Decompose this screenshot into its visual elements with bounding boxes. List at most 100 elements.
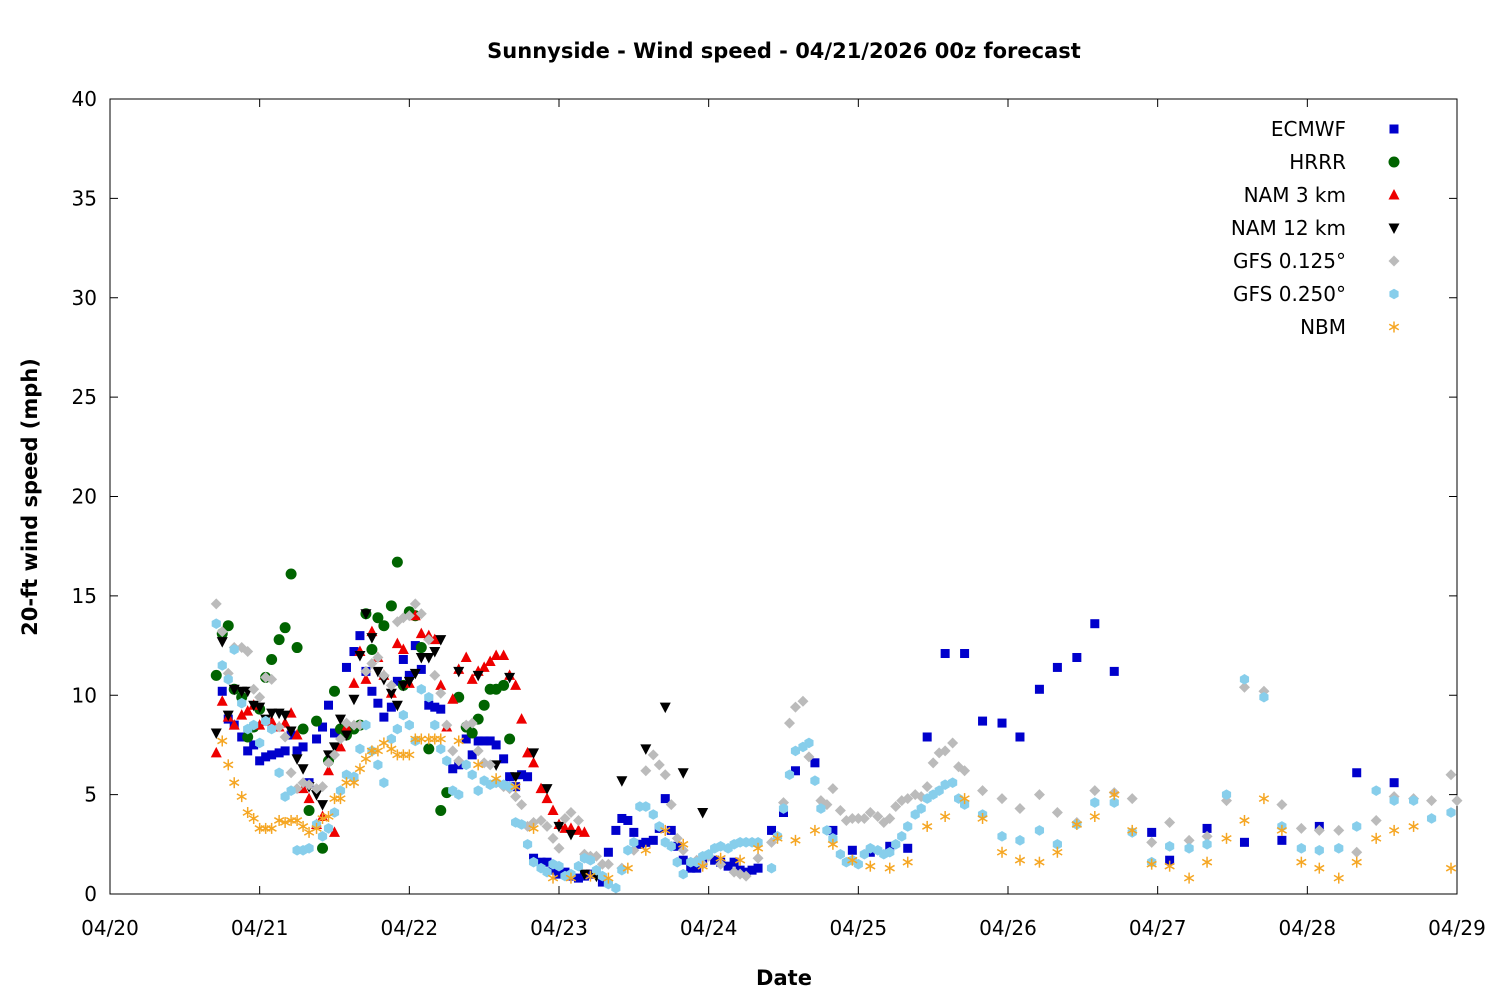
data-point	[409, 668, 421, 680]
data-point	[498, 649, 510, 660]
data-point	[542, 866, 552, 878]
data-point	[692, 863, 702, 873]
data-point	[810, 758, 820, 768]
data-point	[603, 847, 613, 857]
data-point	[978, 716, 988, 726]
data-point	[1451, 795, 1463, 807]
data-point	[1109, 797, 1119, 808]
data-point	[1371, 785, 1381, 796]
data-point	[317, 842, 329, 854]
data-point	[1164, 860, 1175, 872]
data-point	[223, 674, 233, 685]
data-point	[397, 680, 409, 692]
data-point	[210, 746, 222, 758]
data-point	[448, 764, 458, 774]
data-point	[666, 825, 676, 835]
data-point	[1276, 824, 1288, 836]
data-point	[1202, 839, 1212, 850]
y-tick-label: 40	[72, 87, 97, 111]
data-point	[498, 679, 510, 691]
data-point	[834, 805, 846, 817]
data-point	[473, 785, 483, 796]
data-point	[1352, 821, 1362, 832]
data-point	[242, 646, 254, 658]
data-point	[472, 745, 484, 757]
data-point	[1389, 795, 1399, 806]
data-point	[535, 814, 547, 826]
data-point	[349, 771, 359, 783]
data-point	[479, 736, 489, 746]
data-point	[286, 785, 296, 796]
data-point	[403, 676, 415, 688]
data-point	[291, 729, 303, 740]
y-tick-label: 20	[72, 485, 97, 509]
data-point	[939, 745, 951, 757]
data-point	[753, 863, 763, 873]
data-point	[329, 685, 340, 697]
data-point	[1314, 844, 1324, 856]
data-point	[354, 763, 366, 775]
data-point	[304, 842, 314, 854]
data-point	[1014, 803, 1026, 815]
data-point	[222, 710, 234, 722]
data-point	[1165, 855, 1175, 865]
data-point	[334, 740, 346, 752]
data-point	[236, 709, 248, 720]
legend-label: GFS 0.125°	[1233, 249, 1346, 273]
data-point	[341, 769, 352, 781]
data-point	[541, 784, 553, 795]
data-point	[1090, 797, 1100, 808]
data-point	[1258, 793, 1270, 805]
data-point	[410, 641, 420, 651]
data-point	[429, 733, 440, 745]
data-point	[379, 712, 389, 722]
data-point	[828, 825, 838, 835]
data-point	[977, 812, 988, 824]
data-point	[816, 803, 826, 814]
data-point	[348, 677, 360, 688]
data-point	[716, 841, 726, 852]
data-point	[903, 843, 913, 853]
data-point	[447, 745, 459, 757]
data-point	[1370, 814, 1382, 826]
x-axis: 04/20 04/21 04/22 04/23 04/24 04/25 04/26 04/27…	[81, 99, 1486, 940]
data-point	[484, 655, 496, 666]
data-point	[617, 864, 627, 876]
data-point	[1201, 830, 1213, 842]
data-point	[672, 856, 682, 868]
data-point	[783, 717, 795, 729]
data-point	[885, 846, 895, 858]
data-point	[461, 734, 471, 744]
data-point	[1014, 854, 1026, 866]
data-point	[273, 721, 285, 733]
data-point	[704, 848, 714, 860]
data-point	[1146, 858, 1157, 870]
data-point	[366, 644, 378, 656]
data-point	[753, 837, 763, 848]
data-point	[1052, 662, 1062, 672]
data-point	[367, 686, 377, 696]
data-point	[329, 793, 340, 805]
data-point	[355, 631, 365, 641]
data-point	[940, 649, 950, 659]
data-point	[504, 733, 516, 745]
data-point	[516, 799, 528, 811]
data-point	[266, 673, 278, 685]
data-point	[261, 752, 271, 762]
data-point	[1183, 834, 1195, 846]
data-point	[1351, 856, 1362, 868]
data-point	[623, 815, 633, 825]
series-gfs-0-250-	[211, 618, 1456, 894]
data-point	[403, 610, 415, 622]
x-axis-label: Date	[756, 966, 812, 990]
data-point	[1239, 674, 1250, 685]
data-point	[472, 670, 484, 682]
data-point	[902, 793, 914, 805]
data-point	[360, 665, 372, 677]
data-point	[1259, 691, 1269, 703]
series-nbm	[217, 733, 1457, 884]
data-point	[312, 734, 322, 744]
data-point	[323, 757, 335, 769]
data-point	[948, 777, 958, 788]
data-point	[261, 715, 271, 727]
